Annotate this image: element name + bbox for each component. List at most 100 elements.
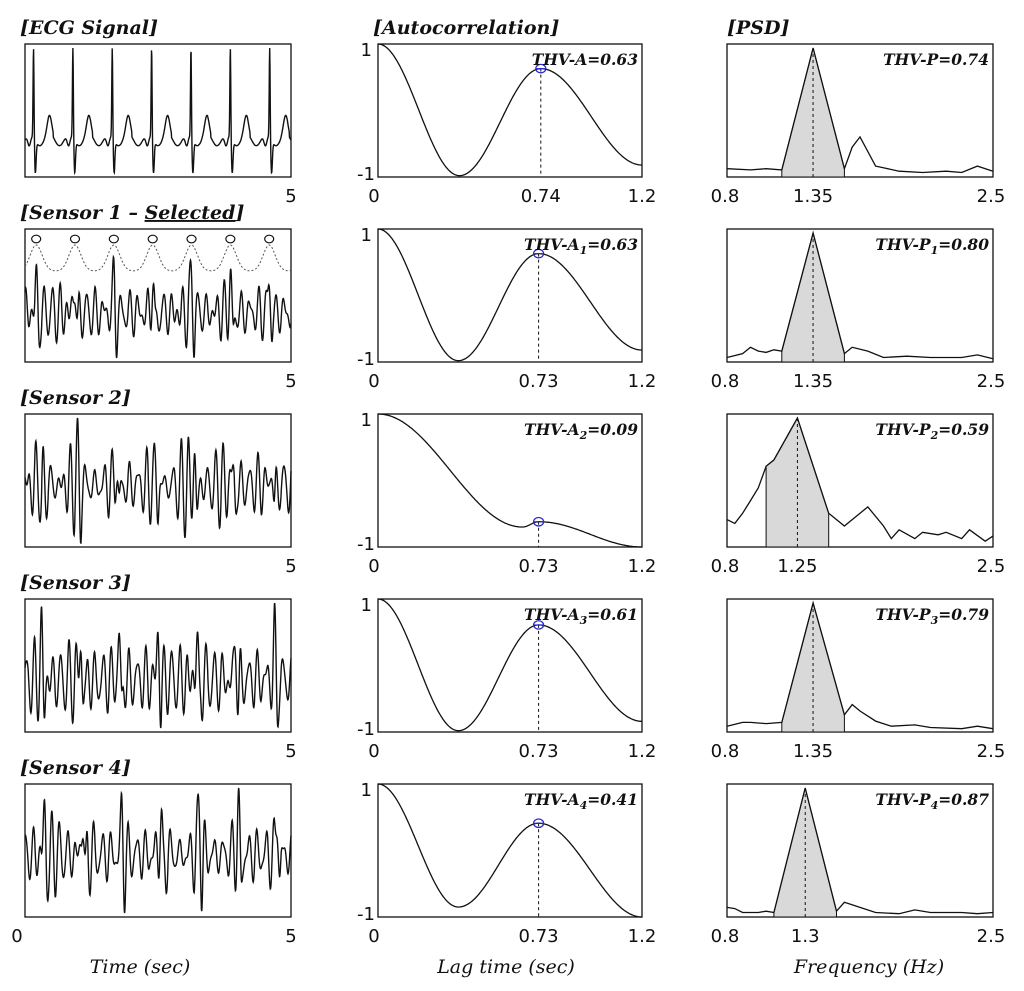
signal-trace [24,47,292,176]
signal-panel-frame [24,43,292,178]
autocorrelation-frame [377,43,643,178]
autocorrelation-x-tick: 0 [368,741,379,762]
signal-trace [24,787,292,914]
autocorrelation-y-tick: 1 [361,40,372,61]
autocorrelation-x-tick: 0.73 [519,371,559,392]
thv-a-label: THV-A2=0.09 [524,420,638,442]
autocorrelation-x-tick: 0.74 [521,186,561,207]
psd-curve [726,416,994,542]
peak-marker [186,234,197,244]
autocorrelation-x-tick: 0 [368,186,379,207]
thv-a-label: THV-A3=0.61 [524,605,638,627]
autocorrelation-frame [377,413,643,548]
psd-curve [726,600,994,730]
x-axis-label-frequency: Frequency (Hz) [793,956,944,978]
autocorrelation-curve [377,43,642,177]
x-axis-label-time: Time (sec) [90,956,191,978]
psd-x-tick: 1.35 [793,186,833,207]
autocorrelation-y-tick: 1 [361,225,372,246]
psd-column-title: [PSD] [727,17,789,39]
signal-trace [24,602,292,729]
signal-x-tick: 5 [285,926,296,947]
peak-marker [31,234,42,244]
psd-x-tick: 2.5 [977,556,1006,577]
thv-p-label: THV-P1=0.80 [875,235,989,257]
autocorrelation-column-title: [Autocorrelation] [373,17,559,39]
row-title: [Sensor 3] [20,572,131,594]
autocorrelation-y-tick: -1 [357,164,375,185]
psd-x-tick: 1.25 [777,556,817,577]
autocorrelation-curve [377,783,642,918]
signal-trace [24,417,292,545]
autocorrelation-x-tick: 0 [368,926,379,947]
psd-x-tick: 2.5 [977,741,1006,762]
thv-p-label: THV-P=0.74 [883,50,989,69]
psd-x-tick: 0.8 [711,556,740,577]
autocorrelation-x-tick: 0.73 [519,926,559,947]
psd-frame [726,598,994,733]
row-title-selected: Selected [145,202,236,224]
psd-x-tick: 0.8 [711,371,740,392]
psd-x-tick: 0.8 [711,926,740,947]
signal-x-tick: 5 [285,186,296,207]
psd-x-tick: 0.8 [711,186,740,207]
psd-frame [726,413,994,548]
psd-frame [726,783,994,918]
autocorrelation-curve [377,598,643,732]
thv-a-label: THV-A1=0.63 [524,235,638,257]
signal-x-tick: 0 [11,926,22,947]
thv-p-label: THV-P2=0.59 [875,420,989,442]
psd-x-tick: 1.3 [791,926,820,947]
peak-marker [264,234,275,244]
peak-marker [225,234,236,244]
psd-frame [726,43,994,178]
autocorrelation-x-tick: 0 [368,371,379,392]
autocorrelation-x-tick: 1.2 [628,371,657,392]
autocorrelation-curve [378,413,642,548]
row-title-prefix: [Sensor 1 – [20,202,145,224]
row-title: [Sensor 1 – Selected] [20,202,244,224]
peak-marker [69,234,81,244]
signal-trace [24,254,292,359]
psd-x-tick: 2.5 [977,371,1006,392]
psd-curve [726,47,994,174]
autocorrelation-x-tick: 1.2 [628,926,657,947]
signal-x-tick: 5 [285,741,296,762]
autocorrelation-x-tick: 1.2 [628,741,657,762]
row-title-suffix: ] [234,202,244,224]
autocorrelation-y-tick: -1 [357,349,375,370]
peak-marker [108,234,119,244]
signal-panel-frame [24,783,292,918]
psd-x-tick: 1.35 [793,371,833,392]
thv-a-label: THV-A=0.63 [532,50,639,69]
psd-curve [726,787,994,915]
x-axis-label-lag: Lag time (sec) [436,956,575,978]
autocorrelation-curve [377,228,642,362]
autocorrelation-y-tick: -1 [357,904,375,925]
peak-marker [147,234,158,244]
psd-x-tick: 1.35 [793,741,833,762]
signal-panel-frame [24,228,292,363]
psd-x-tick: 0.8 [711,741,740,762]
autocorrelation-y-tick: 1 [361,410,372,431]
autocorrelation-frame [377,228,643,363]
autocorrelation-y-tick: -1 [357,719,375,740]
thv-p-label: THV-P4=0.87 [875,790,989,812]
signal-x-tick: 5 [285,371,296,392]
autocorrelation-x-tick: 1.2 [628,186,657,207]
row-title: [ECG Signal] [20,17,158,39]
autocorrelation-x-tick: 0.73 [519,556,559,577]
row-title: [Sensor 2] [20,387,131,409]
signal-x-tick: 5 [285,556,296,577]
psd-curve [726,230,994,360]
autocorrelation-x-tick: 0.73 [519,741,559,762]
psd-x-tick: 2.5 [977,186,1006,207]
psd-frame [726,228,994,363]
signal-envelope [24,244,292,272]
autocorrelation-frame [377,598,643,733]
autocorrelation-y-tick: -1 [357,534,375,555]
autocorrelation-x-tick: 0 [368,556,379,577]
autocorrelation-y-tick: 1 [361,780,372,801]
autocorrelation-x-tick: 1.2 [628,556,657,577]
